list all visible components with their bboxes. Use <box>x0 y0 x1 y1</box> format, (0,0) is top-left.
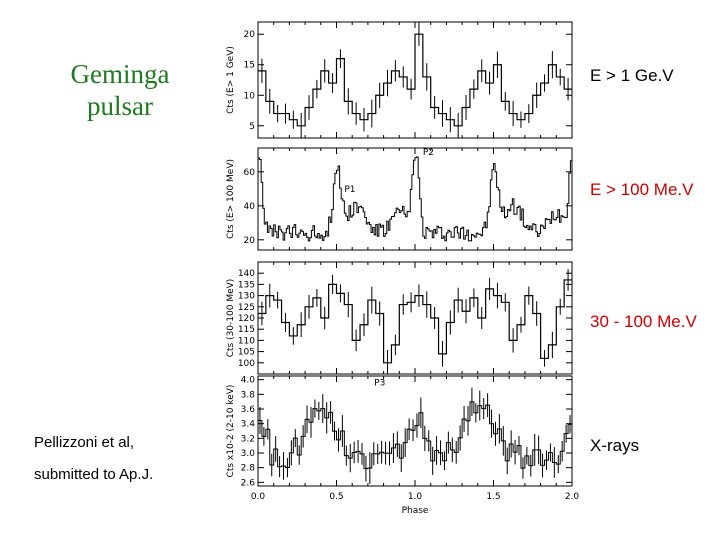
y-tick-label: 20 <box>244 236 256 246</box>
y-axis-label: Cts (30-100 MeV) <box>226 279 236 358</box>
label-gev: E > 1 Ge.V <box>590 66 674 85</box>
y-tick-label: 130 <box>238 292 255 302</box>
data-series <box>258 279 572 364</box>
y-tick-label: 10 <box>244 91 256 101</box>
title: Geminga pulsar <box>30 58 210 122</box>
y-tick-label: 110 <box>238 336 255 346</box>
credit-line-1: Pellizzoni et al, <box>34 434 135 451</box>
y-tick-label: 2.8 <box>241 464 256 474</box>
x-tick-label: 0.5 <box>329 492 343 502</box>
annotation-p1: P1 <box>344 185 355 195</box>
title-line-2: pulsar <box>87 91 153 121</box>
x-tick-label: 1.5 <box>486 492 500 502</box>
y-tick-label: 120 <box>238 314 255 324</box>
y-tick-label: 15 <box>244 61 255 71</box>
title-line-1: Geminga <box>70 59 170 89</box>
y-tick-label: 40 <box>244 202 256 212</box>
y-tick-label: 3.2 <box>241 434 255 444</box>
y-tick-label: 4.0 <box>241 376 256 386</box>
y-tick-label: 115 <box>238 325 255 335</box>
y-tick-label: 140 <box>238 269 255 279</box>
x-axis-label: Phase <box>402 506 429 516</box>
y-tick-label: 60 <box>244 168 256 178</box>
data-series <box>258 401 572 470</box>
y-axis-label: Cts x10-2 (2-10 keV) <box>226 385 236 478</box>
x-tick-label: 2.0 <box>565 492 580 502</box>
label-100mev: E > 100 Me.V <box>590 180 694 199</box>
x-tick-label: 1.0 <box>408 492 423 502</box>
y-tick-label: 100 <box>238 359 255 369</box>
y-tick-label: 3.4 <box>241 420 256 430</box>
label-30-100mev: 30 - 100 Me.V <box>590 312 697 331</box>
y-tick-label: 105 <box>238 348 255 358</box>
annotation-p2: P2 <box>423 148 434 158</box>
y-axis-label: Cts (E> 1 GeV) <box>226 46 236 114</box>
data-series <box>258 156 572 242</box>
label-xrays: X-rays <box>590 436 640 455</box>
y-tick-label: 3.0 <box>241 449 256 459</box>
y-tick-label: 5 <box>249 122 255 132</box>
data-series <box>258 33 572 127</box>
y-tick-label: 3.6 <box>241 405 256 415</box>
y-tick-label: 3.8 <box>241 390 256 400</box>
x-tick-label: 0.0 <box>251 492 266 502</box>
y-tick-label: 125 <box>238 303 255 313</box>
credit-line-2: submitted to Ap.J. <box>34 466 154 483</box>
annotation-p3: P3 <box>374 379 385 389</box>
y-tick-label: 2.6 <box>241 478 256 488</box>
y-tick-label: 20 <box>244 30 256 40</box>
y-axis-label: Cts (E> 100 MeV) <box>226 159 236 239</box>
y-tick-label: 135 <box>238 280 255 290</box>
